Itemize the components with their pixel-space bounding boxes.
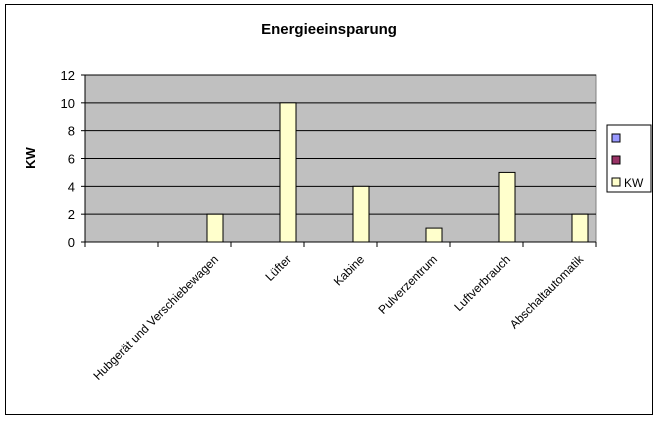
legend: KW [606,124,652,193]
legend-swatch-2 [611,177,621,187]
bar-kw-0 [206,213,224,243]
y-axis-label: KW [23,146,38,168]
y-tick-label: 2 [68,207,75,222]
y-tick-label: 10 [61,96,75,111]
bar-kw-3 [425,227,443,243]
y-tick-label: 4 [68,179,75,194]
chart-title: Energieeinsparung [261,21,397,38]
x-category-label: Lüfter [263,252,295,284]
x-category-label: Abschaltautomatik [507,252,587,332]
legend-label-2: KW [624,176,644,190]
y-tick-label: 8 [68,124,75,139]
bar-kw-5 [571,213,589,243]
y-tick-label: 0 [68,235,75,250]
x-category-label: Hubgerät und Verschiebewagen [90,252,221,383]
y-tick-label: 12 [61,68,75,83]
bar-kw-4 [498,171,516,243]
x-category-label: Kabine [331,252,368,289]
legend-swatch-0 [611,133,621,143]
plot-area: 0 2 4 6 8 10 12 Hubgerät und Verschiebewagen Lüf… [61,68,597,383]
y-tick-label: 6 [68,152,75,167]
legend-swatch-1 [611,155,621,165]
bar-kw-2 [352,185,370,243]
bar-kw-1 [279,102,297,243]
x-category-label: Pulverzentrum [376,252,441,317]
x-category-label: Luftverbrauch [451,252,513,314]
